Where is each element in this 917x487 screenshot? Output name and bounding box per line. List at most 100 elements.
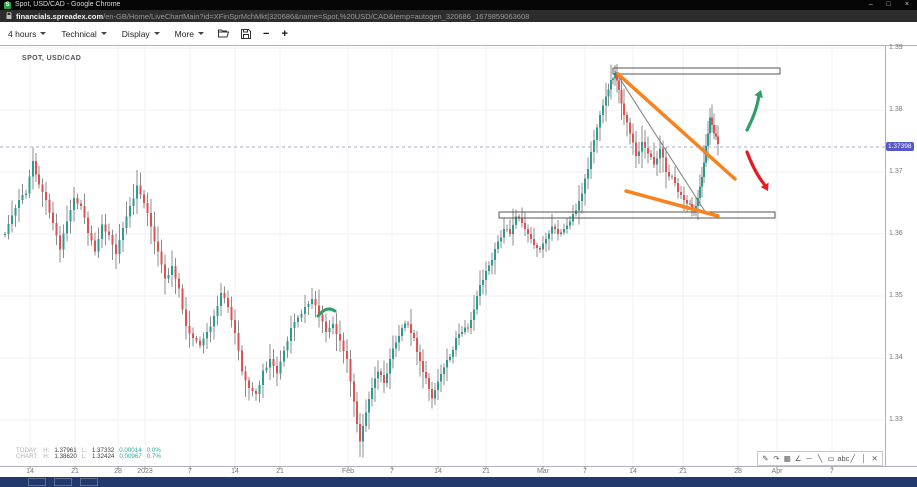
vertical-line-tool[interactable]: │ bbox=[861, 454, 867, 463]
y-axis-label: 1.38 bbox=[889, 106, 903, 113]
legend-row: TODAY: H: 1.37961 L: 1.37332 0.00014 0.0% bbox=[16, 447, 161, 454]
chevron-down-icon bbox=[100, 32, 107, 35]
minimize-button[interactable]: – bbox=[868, 1, 873, 8]
legend-label: TODAY: bbox=[16, 447, 39, 454]
change-pct: 0.0% bbox=[146, 447, 161, 454]
descending-trendline[interactable] bbox=[614, 70, 707, 214]
chevron-down-icon bbox=[198, 32, 205, 35]
brush-scribble[interactable] bbox=[316, 307, 337, 318]
lock-icon bbox=[6, 12, 12, 20]
x-axis-label: 14 bbox=[26, 468, 34, 475]
y-axis-label: 1.34 bbox=[889, 354, 903, 361]
close-button[interactable]: × bbox=[904, 1, 909, 8]
folder-icon bbox=[218, 29, 230, 38]
pen-tool[interactable]: ✎ bbox=[762, 454, 769, 463]
ohlc-legend: TODAY: H: 1.37961 L: 1.37332 0.00014 0.0% CHA… bbox=[16, 447, 161, 461]
support-zone-rect[interactable] bbox=[498, 211, 776, 219]
low-value: 1.32424 bbox=[91, 453, 115, 461]
open-folder-button[interactable] bbox=[218, 29, 230, 38]
window-controls: – □ × bbox=[869, 0, 909, 10]
taskbar-item[interactable] bbox=[80, 478, 98, 486]
x-axis-label: 21 bbox=[276, 468, 284, 475]
save-button[interactable] bbox=[241, 28, 252, 39]
y-axis-label: 1.35 bbox=[889, 292, 903, 299]
taskbar bbox=[0, 477, 917, 487]
floppy-disk-icon bbox=[241, 28, 252, 39]
high-value: 1.37961 bbox=[54, 447, 77, 454]
resistance-zone-rect[interactable] bbox=[612, 67, 781, 75]
annotations bbox=[0, 67, 885, 318]
x-axis-label: 14 bbox=[231, 468, 239, 475]
menu-label: More bbox=[174, 28, 195, 39]
rectangle-tool[interactable]: ▭ bbox=[827, 454, 835, 463]
candlestick-series bbox=[3, 64, 720, 458]
x-axis-label: 7 bbox=[390, 468, 394, 475]
chevron-down-icon bbox=[153, 32, 160, 35]
x-axis-label: 7 bbox=[583, 468, 587, 475]
wedge-upper-orange-line[interactable] bbox=[616, 72, 737, 181]
candlestick-chart bbox=[0, 45, 917, 469]
low-label: L: bbox=[81, 447, 87, 454]
change-value: 0.00967 bbox=[119, 453, 142, 461]
curve-arrow-tool[interactable]: ↷ bbox=[773, 454, 780, 463]
site-favicon-icon: S bbox=[4, 1, 11, 9]
legend-label: CHART: bbox=[16, 453, 39, 461]
current-price-badge: 1.37398 bbox=[886, 142, 914, 151]
x-axis-label: 21 bbox=[482, 468, 490, 475]
bullish-arrow[interactable] bbox=[745, 90, 763, 132]
window-title: Spot, USD/CAD - Google Chrome bbox=[15, 1, 121, 8]
drawing-toolbar: ✎ ↷ ▦ ∠ ─ ╲ ▭ abc ╱ │ ✕ bbox=[757, 451, 883, 466]
high-label: H: bbox=[43, 447, 50, 454]
y-axis-label: 1.39 bbox=[889, 44, 903, 51]
menu-label: Technical bbox=[61, 28, 97, 39]
trend-angle-tool[interactable]: ∠ bbox=[794, 454, 802, 463]
maximize-button[interactable]: □ bbox=[886, 1, 891, 8]
chart-canvas[interactable]: SPOT, USD/CAD 1.39 1.38 1.37 1.36 1.35 1.34 1.… bbox=[0, 44, 917, 477]
close-tool[interactable]: ✕ bbox=[871, 454, 878, 463]
low-label: L: bbox=[81, 453, 87, 461]
x-axis-label: 28 bbox=[734, 468, 742, 475]
x-axis-label: 7 bbox=[188, 468, 192, 475]
zoom-out-button[interactable]: − bbox=[263, 27, 270, 40]
ray-tool[interactable]: ╱ bbox=[850, 454, 856, 463]
x-axis-label: Feb bbox=[341, 468, 355, 475]
chevron-down-icon bbox=[40, 32, 47, 35]
zoom-in-button[interactable]: + bbox=[281, 27, 288, 40]
menu-label: 4 hours bbox=[8, 28, 37, 39]
x-axis-label: 21 bbox=[679, 468, 687, 475]
change-value: 0.00014 bbox=[119, 447, 142, 454]
x-axis-label: Mar bbox=[536, 468, 550, 475]
trendline-tool[interactable]: ╲ bbox=[817, 454, 823, 463]
x-axis-label: 7 bbox=[830, 468, 834, 475]
window-titlebar: S Spot, USD/CAD - Google Chrome – □ × bbox=[0, 0, 917, 10]
wedge-lower-orange-line[interactable] bbox=[624, 189, 720, 218]
menu-technical[interactable]: Technical bbox=[61, 28, 107, 39]
x-axis-label: 21 bbox=[71, 468, 79, 475]
taskbar-item[interactable] bbox=[28, 478, 46, 486]
symbol-label: SPOT, USD/CAD bbox=[22, 55, 82, 62]
address-bar[interactable]: financials.spreadex.com/en-GB/Home/LiveC… bbox=[0, 10, 917, 22]
menu-display[interactable]: Display bbox=[122, 29, 160, 39]
menu-timeframe[interactable]: 4 hours bbox=[8, 28, 47, 39]
text-tool[interactable]: abc bbox=[837, 454, 850, 463]
x-axis-label: 28 bbox=[114, 468, 122, 475]
x-axis-label: 14 bbox=[629, 468, 637, 475]
toolbar-menus: 4 hours Technical Display More bbox=[8, 28, 205, 39]
high-label: H: bbox=[43, 453, 50, 461]
y-axis-label: 1.37 bbox=[889, 168, 903, 175]
change-pct: 0.7% bbox=[146, 453, 161, 461]
url-path: /en-GB/Home/LiveChartMain?id=XFinSprMchM… bbox=[103, 11, 530, 21]
menu-label: Display bbox=[121, 28, 150, 39]
x-axis-label: 14 bbox=[434, 468, 442, 475]
taskbar-item[interactable] bbox=[54, 478, 72, 486]
legend-row: CHART: H: 1.38620 L: 1.32424 0.00967 0.7% bbox=[16, 453, 161, 461]
gridlines bbox=[0, 46, 885, 466]
horizontal-line-tool[interactable]: ─ bbox=[806, 454, 812, 463]
menu-more[interactable]: More bbox=[174, 28, 205, 39]
grid-tool[interactable]: ▦ bbox=[783, 454, 791, 463]
bearish-arrow[interactable] bbox=[745, 150, 769, 191]
chart-frame bbox=[0, 45, 917, 469]
low-value: 1.37332 bbox=[91, 447, 115, 454]
high-value: 1.38620 bbox=[54, 453, 77, 461]
